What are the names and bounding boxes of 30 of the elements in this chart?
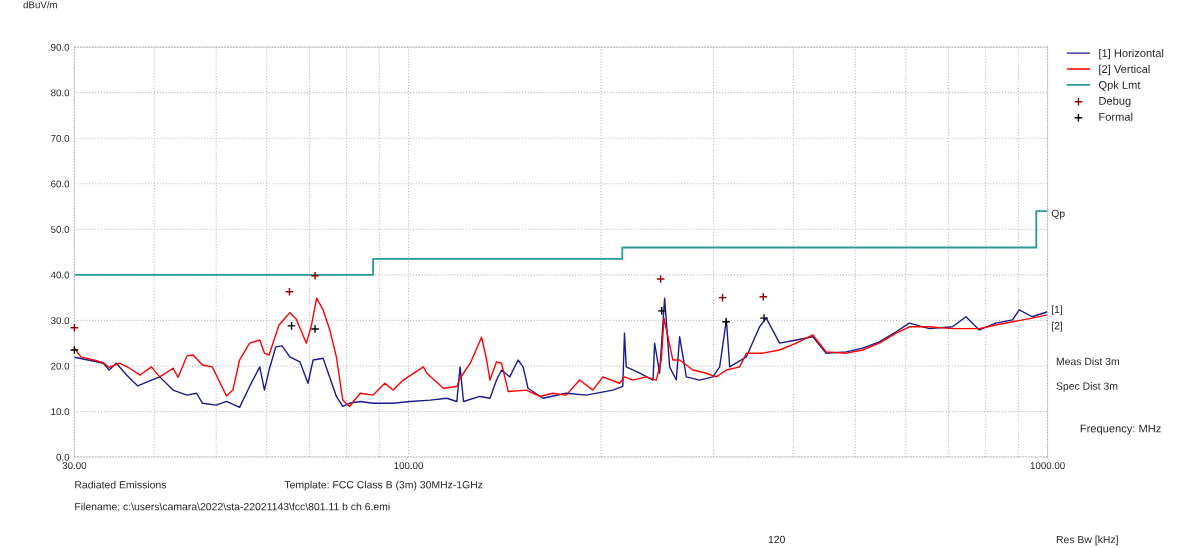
legend-label: [2] Vertical (1099, 64, 1150, 76)
text: [1] (1051, 305, 1063, 316)
x-tick-label: 30.00 (62, 462, 87, 470)
legend-label: Debug (1099, 96, 1131, 108)
y-tick-label: 30.0 (50, 317, 70, 325)
y-tick-label: 10.0 (51, 408, 70, 416)
y-axis-title: dBuV/m (23, 1, 57, 9)
y-tick-label: 0.0 (56, 453, 70, 461)
y-tick-label: 80.0 (51, 89, 70, 97)
text: [2] (1051, 321, 1063, 332)
text: Qp (1051, 209, 1065, 220)
y-tick-label: 60.0 (51, 180, 70, 188)
y-tick-label: 20.0 (51, 362, 70, 370)
text: Spec Dist 3m (1056, 382, 1118, 392)
text: Filename: c:\users\camara\2022\sta-22021143\fcc\801.11 b ch 6.emi (75, 502, 390, 511)
legend-label: Qpk Lmt (1098, 80, 1141, 92)
legend-label: Formal (1099, 112, 1133, 121)
text: Template: FCC Class B (3m) 30MHz-1GHz (284, 480, 483, 491)
x-axis-title: Frequency: MHz (1080, 424, 1161, 435)
text: Radiated Emissions (75, 480, 167, 489)
x-tick-label: 1000.00 (1030, 462, 1065, 470)
text: Res Bw [kHz] (1056, 535, 1118, 546)
y-tick-label: 70.0 (51, 134, 70, 142)
legend-label: [1] Horizontal (1099, 48, 1164, 60)
text: 120 (768, 535, 785, 544)
y-tick-label: 40.0 (50, 271, 70, 279)
text: Meas Dist 3m (1056, 357, 1119, 366)
y-tick-label: 50.0 (51, 226, 70, 233)
x-tick-label: 100.00 (394, 462, 424, 470)
y-tick-label: 90.0 (51, 43, 70, 51)
